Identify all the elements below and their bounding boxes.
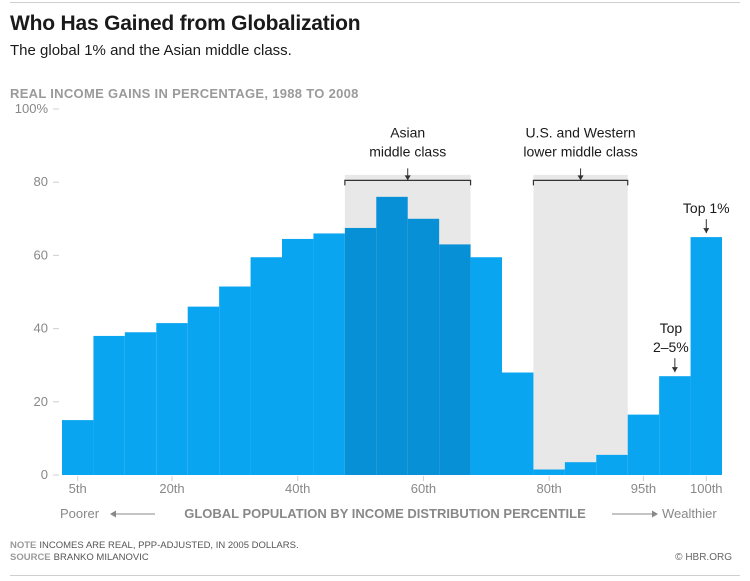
bar-80th	[533, 469, 565, 475]
y-tick-label: 40	[34, 321, 48, 336]
x-tick-label: 40th	[285, 481, 310, 496]
note-label: NOTE	[10, 540, 37, 551]
bar-35th	[250, 257, 282, 475]
left-arrow-icon	[110, 510, 116, 518]
y-tick-label: 80	[34, 174, 48, 189]
bar-85th	[564, 462, 597, 475]
x-tick-label: 100th	[690, 481, 723, 496]
bar-20th	[156, 323, 188, 475]
chart-title: Who Has Gained from Globalization	[10, 12, 361, 35]
x-tick-label: 20th	[159, 481, 184, 496]
bracket-arrowhead-asian-middle-class	[404, 175, 411, 181]
band-label-asian-middle-class: middle class	[369, 143, 446, 159]
bar-5th	[62, 420, 94, 475]
y-tick-label: 60	[34, 247, 48, 262]
x-tick-label: 5th	[69, 481, 87, 496]
annotation-label-top-2-5-percent: Top	[660, 320, 683, 336]
bar-70th	[470, 257, 502, 475]
y-tick-label: 100%	[15, 101, 49, 116]
bar-40th	[282, 238, 314, 475]
band-label-western-lower-middle-class: U.S. and Western	[525, 124, 635, 140]
note-text: INCOMES ARE REAL, PPP-ADJUSTED, IN 2005 …	[39, 540, 299, 551]
bar-60th	[407, 218, 440, 476]
annotation-arrowhead-top-2-5-percent	[671, 367, 678, 373]
x-axis-title: GLOBAL POPULATION BY INCOME DISTRIBUTION…	[184, 506, 586, 521]
bar-25th	[187, 306, 220, 475]
band-label-western-lower-middle-class: lower middle class	[523, 143, 637, 159]
x-tick-label: 95th	[631, 481, 656, 496]
bar-10th	[93, 335, 125, 475]
source-text: BRANKO MILANOVIC	[53, 552, 149, 563]
annotation-label-top-2-5-percent: 2–5%	[653, 339, 689, 355]
bar-90th	[596, 454, 628, 475]
wealthier-label: Wealthier	[662, 506, 717, 521]
chart-subtitle: The global 1% and the Asian middle class…	[10, 42, 292, 59]
annotation-arrowhead-top-1-percent	[703, 228, 710, 234]
bar-50th	[344, 227, 377, 475]
bar-95th	[627, 414, 660, 475]
bar-15th	[124, 332, 157, 475]
bracket-arrowhead-western-lower-middle-class	[577, 175, 584, 181]
x-tick-label: 80th	[536, 481, 561, 496]
poorer-label: Poorer	[60, 506, 100, 521]
annotation-label-top-1-percent: Top 1%	[683, 200, 730, 216]
bar-45th	[313, 233, 345, 475]
bar-55th	[376, 196, 408, 475]
bar-100th	[690, 237, 722, 475]
y-axis-title: REAL INCOME GAINS IN PERCENTAGE, 1988 TO…	[10, 86, 359, 101]
x-tick-label: 60th	[411, 481, 436, 496]
band-label-asian-middle-class: Asian	[390, 124, 425, 140]
chart-note: NOTE INCOMES ARE REAL, PPP-ADJUSTED, IN 2…	[10, 540, 299, 564]
bar-65th	[439, 244, 471, 475]
top-rule	[10, 2, 740, 3]
right-arrow-icon	[652, 510, 658, 518]
bar-75th	[502, 372, 534, 475]
band-western-lower-middle-class	[533, 174, 628, 475]
bar-30th	[219, 286, 251, 475]
y-tick-label: 0	[41, 467, 48, 482]
source-label: SOURCE	[10, 552, 51, 563]
y-tick-label: 20	[34, 394, 48, 409]
bottom-rule	[10, 575, 740, 576]
bar-99th	[659, 376, 691, 475]
credit: © HBR.ORG	[675, 552, 732, 563]
